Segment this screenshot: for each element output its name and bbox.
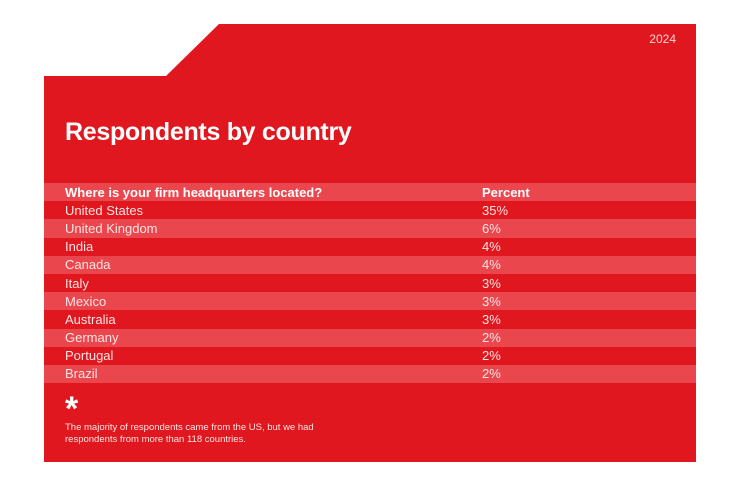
country-cell: United Kingdom (65, 220, 158, 236)
table-row: United States 35% (44, 201, 696, 220)
country-cell: Mexico (65, 293, 107, 309)
table-row: Germany 2% (44, 328, 696, 347)
country-cell: Brazil (65, 366, 98, 382)
table-row: Brazil 2% (44, 364, 696, 384)
year-label: 2024 (649, 32, 676, 46)
table-row: Italy 3% (44, 273, 696, 293)
percent-cell: 35% (482, 202, 509, 218)
country-cell: Italy (65, 275, 89, 291)
percent-cell: 2% (482, 348, 501, 364)
country-cell: Australia (65, 311, 116, 327)
percent-cell: 4% (482, 257, 501, 273)
country-cell: Canada (65, 257, 111, 273)
country-cell: United States (65, 202, 144, 218)
footnote-text: The majority of respondents came from th… (65, 422, 314, 445)
country-table: Where is your firm headquarters located?… (44, 183, 696, 384)
country-cell: Portugal (65, 348, 114, 364)
table-row: Canada 4% (44, 255, 696, 274)
table-row: Australia 3% (44, 310, 696, 329)
percent-cell: 4% (482, 239, 501, 255)
table-row: Mexico 3% (44, 292, 696, 311)
column-header-percent: Percent (482, 184, 530, 200)
table-row: Portugal 2% (44, 346, 696, 365)
asterisk-icon: * (65, 390, 79, 428)
percent-cell: 2% (482, 366, 501, 382)
country-cell: India (65, 239, 94, 255)
infographic-panel: 2024 Respondents by country Where is you… (44, 24, 696, 462)
percent-cell: 2% (482, 330, 501, 346)
column-header-country: Where is your firm headquarters located? (65, 184, 323, 200)
table-header: Where is your firm headquarters located?… (44, 183, 696, 202)
country-cell: Germany (65, 330, 119, 346)
table-row: India 4% (44, 237, 696, 256)
percent-cell: 3% (482, 311, 501, 327)
percent-cell: 3% (482, 275, 501, 291)
table-row: United Kingdom 6% (44, 219, 696, 238)
percent-cell: 3% (482, 293, 501, 309)
percent-cell: 6% (482, 220, 501, 236)
page-title: Respondents by country (65, 118, 352, 146)
